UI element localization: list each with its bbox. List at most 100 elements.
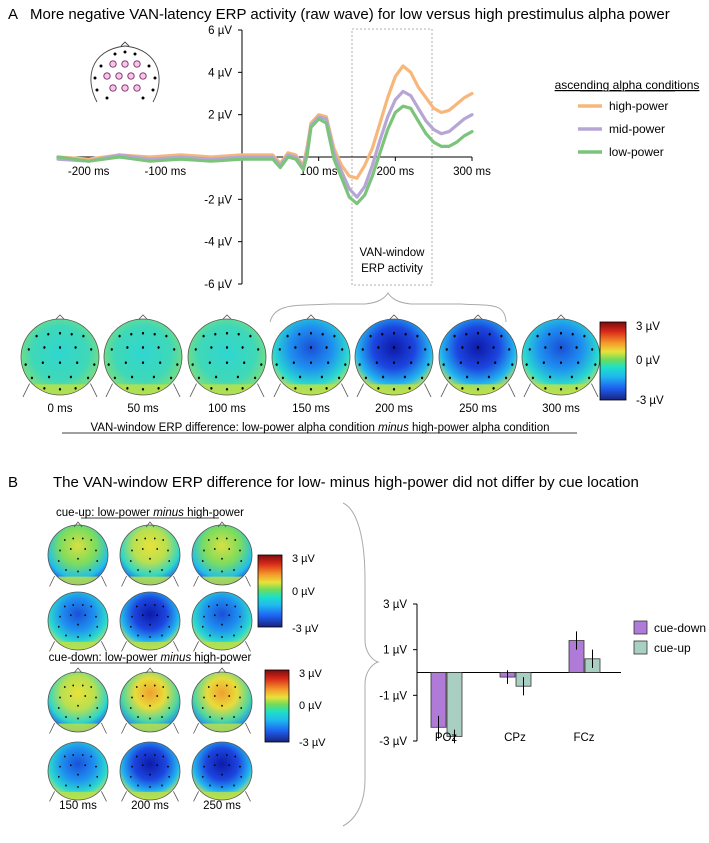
topomap <box>47 741 109 802</box>
bar-y-tick-label: -1 µV <box>379 690 407 702</box>
x-tick-label: -100 ms <box>145 166 187 178</box>
topomap <box>119 741 181 802</box>
cue-down-label: cue-down: low-power minus high-power <box>49 652 252 664</box>
y-tick-label: 4 µV <box>208 67 232 79</box>
x-tick-label: 300 ms <box>453 166 491 178</box>
panel-b-brace <box>342 502 380 827</box>
x-tick-label: -200 ms <box>68 166 110 178</box>
scalp-map <box>48 592 108 650</box>
bar-legend-swatch-cue-up <box>633 640 648 655</box>
erp-legend: ascending alpha conditions high-power mid… <box>555 78 700 159</box>
bar-legend-label-cue-down: cue-down <box>654 621 706 635</box>
b-time-label: 250 ms <box>203 800 241 812</box>
a-time-label: 50 ms <box>127 403 159 415</box>
bar-y-tick-label: 1 µV <box>383 645 407 657</box>
svg-text:0 µV: 0 µV <box>292 586 316 598</box>
scalp-map <box>272 319 350 395</box>
scalp-map <box>120 525 180 585</box>
bar-category-label: CPz <box>504 732 526 744</box>
b-time-label: 150 ms <box>59 800 97 812</box>
bar-legend: cue-down cue-up <box>633 620 706 655</box>
y-tick-label: -2 µV <box>204 194 232 206</box>
bar-legend-label-cue-up: cue-up <box>654 641 691 655</box>
series-line-low-power <box>56 104 474 206</box>
panel-a-difference-caption: VAN-window ERP difference: low-power alp… <box>91 422 550 434</box>
scalp-map <box>48 525 108 585</box>
scalp-map <box>120 742 180 800</box>
bar-category-label: POz <box>435 732 458 744</box>
b-time-label: 200 ms <box>131 800 169 812</box>
panel-b-letter: B <box>8 474 18 491</box>
svg-text:3 µV: 3 µV <box>299 668 323 680</box>
svg-text:-3 µV: -3 µV <box>299 737 326 749</box>
scalp-map <box>120 592 180 650</box>
bar-y-tick-label: 3 µV <box>383 599 407 611</box>
y-tick-label: 6 µV <box>208 25 232 37</box>
a-time-label: 100 ms <box>208 403 246 415</box>
topomap <box>119 524 181 587</box>
scalp-map <box>21 319 99 395</box>
topomap <box>47 591 109 652</box>
colorbar-a: 3 µV 0 µV -3 µV <box>599 321 664 407</box>
legend-label-low-power: low-power <box>609 145 664 159</box>
x-tick-label: 200 ms <box>376 166 414 178</box>
topomap <box>191 524 253 587</box>
legend-title: ascending alpha conditions <box>555 78 700 92</box>
topomap <box>521 318 601 398</box>
colorbar-a-min: -3 µV <box>636 395 664 407</box>
y-tick-label: -4 µV <box>204 237 232 249</box>
van-window-brace <box>269 292 507 323</box>
colorbar-a-max: 3 µV <box>636 321 660 333</box>
scalp-map <box>192 672 252 732</box>
topomap <box>354 318 434 398</box>
topomap <box>47 671 109 734</box>
topomap-row-a: 0 ms 50 ms 100 ms 150 ms 200 ms 250 ms 300 ms <box>20 314 601 415</box>
topomap <box>191 591 253 652</box>
scalp-map <box>120 672 180 732</box>
bar-cue-up-POz <box>446 672 463 737</box>
topomap <box>119 671 181 734</box>
scalp-map <box>522 319 600 395</box>
a-time-label: 0 ms <box>48 403 73 415</box>
a-time-label: 300 ms <box>542 403 580 415</box>
van-window-label-line1: VAN-window <box>360 247 426 259</box>
svg-text:3 µV: 3 µV <box>292 553 316 565</box>
svg-text:-3 µV: -3 µV <box>292 623 319 635</box>
topomap <box>20 318 100 398</box>
bar-category-label: FCz <box>573 732 594 744</box>
electrode-layout-inset <box>90 41 160 103</box>
bar-y-tick-label: -3 µV <box>379 736 407 748</box>
panel-a-title: More negative VAN-latency ERP activity (… <box>30 6 670 23</box>
topomap <box>191 671 253 734</box>
topomap <box>187 318 267 398</box>
cue-up-label: cue-up: low-power minus high-power <box>56 507 244 519</box>
van-window-label-line2: ERP activity <box>361 263 423 275</box>
topomap <box>271 318 351 398</box>
topomap <box>103 318 183 398</box>
topomap <box>191 741 253 802</box>
a-time-label: 200 ms <box>375 403 413 415</box>
scalp-map <box>439 319 517 395</box>
topomap <box>47 524 109 587</box>
scalp-map <box>104 319 182 395</box>
scalp-map <box>192 525 252 585</box>
legend-label-mid-power: mid-power <box>609 122 665 136</box>
scalp-map <box>48 672 108 732</box>
topomap-grid-b <box>47 521 253 802</box>
scalp-map <box>188 319 266 395</box>
a-time-label: 150 ms <box>292 403 330 415</box>
cue-bar-chart: 3 µV 1 µV -1 µV -3 µV POz CPz FCz <box>379 599 621 748</box>
scalp-map <box>48 742 108 800</box>
topomap <box>119 591 181 652</box>
y-tick-label: -6 µV <box>204 279 232 291</box>
erp-line-chart: -200 ms -100 ms 100 ms 200 ms 300 ms 6 µV 4 µV… <box>56 25 491 291</box>
bar-legend-swatch-cue-down <box>633 620 648 635</box>
panel-a-letter: A <box>8 6 18 23</box>
svg-text:0 µV: 0 µV <box>299 700 323 712</box>
scalp-map <box>192 742 252 800</box>
panel-b-title: The VAN-window ERP difference for low- m… <box>53 474 639 491</box>
legend-label-high-power: high-power <box>609 99 668 113</box>
scalp-map <box>355 319 433 395</box>
colorbar-b-up: 3 µV 0 µV -3 µV <box>257 553 319 635</box>
